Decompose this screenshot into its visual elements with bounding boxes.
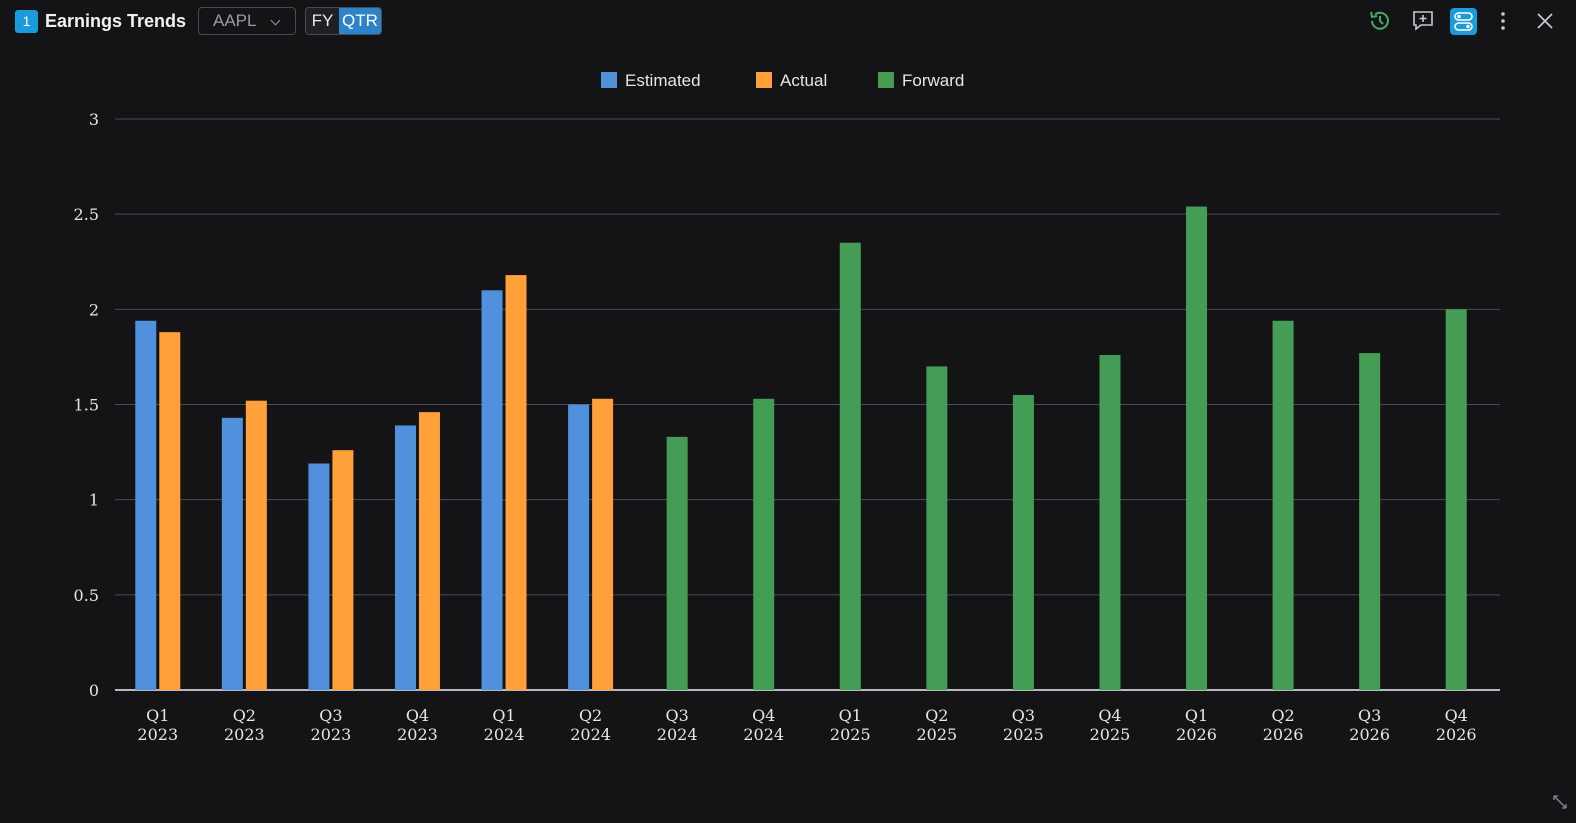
x-tick-label: Q4 2026: [1436, 706, 1477, 744]
resize-icon[interactable]: [1552, 794, 1568, 810]
bar-forward[interactable]: [666, 436, 688, 690]
bar-estimated[interactable]: [481, 290, 503, 690]
x-tick-label: Q4 2024: [743, 706, 784, 744]
ticker-value: AAPL: [213, 11, 257, 30]
bar-actual[interactable]: [418, 412, 440, 690]
x-tick-label: Q3 2024: [657, 706, 698, 744]
legend-swatch: [601, 72, 617, 88]
legend-item-actual[interactable]: Actual: [756, 71, 827, 90]
x-axis-ticks: Q1 2023 Q2 2023 Q3 2023 Q4 2023 Q1 2024 Q2 2024 Q3 20…: [137, 706, 1476, 744]
legend: Estimated Actual Forward: [601, 71, 964, 90]
panel-number-badge[interactable]: 1: [15, 10, 38, 33]
legend-swatch: [756, 72, 772, 88]
x-tick-label: Q2 2023: [224, 706, 265, 744]
x-tick-label: Q3 2025: [1003, 706, 1044, 744]
bar-actual[interactable]: [245, 400, 267, 690]
x-tick-label: Q2 2024: [570, 706, 611, 744]
bar-forward[interactable]: [926, 366, 948, 690]
legend-label: Forward: [902, 71, 964, 90]
bars: [135, 206, 1467, 691]
bar-forward[interactable]: [1359, 353, 1381, 690]
period-toggle[interactable]: FY QTR: [305, 7, 382, 35]
bar-estimated[interactable]: [394, 425, 416, 690]
y-tick-label: 3: [89, 110, 99, 129]
bar-forward[interactable]: [1186, 206, 1208, 690]
y-tick-label: 0: [89, 681, 99, 700]
y-tick-label: 0.5: [74, 586, 99, 605]
comment-add-icon[interactable]: [1410, 8, 1436, 34]
ticker-select[interactable]: AAPL: [198, 7, 296, 35]
y-tick-label: 1: [89, 491, 99, 510]
grid-lines: [115, 118, 1500, 691]
panel-header: 1 Earnings Trends AAPL FY QTR: [0, 0, 1576, 44]
bar-forward[interactable]: [753, 398, 775, 690]
x-tick-label: Q2 2025: [916, 706, 957, 744]
bar-estimated[interactable]: [308, 463, 330, 690]
legend-item-estimated[interactable]: Estimated: [601, 71, 701, 90]
x-tick-label: Q2 2026: [1263, 706, 1304, 744]
x-tick-label: Q4 2023: [397, 706, 438, 744]
bar-forward[interactable]: [1445, 309, 1467, 690]
chevron-down-icon: [270, 15, 281, 26]
legend-swatch: [878, 72, 894, 88]
bar-actual[interactable]: [332, 450, 354, 690]
history-icon[interactable]: [1367, 8, 1393, 34]
panel-title: Earnings Trends: [45, 11, 187, 31]
x-tick-label: Q1 2024: [484, 706, 525, 744]
bar-forward[interactable]: [1012, 394, 1034, 690]
x-tick-label: Q4 2025: [1090, 706, 1131, 744]
bar-forward[interactable]: [1099, 355, 1121, 690]
bar-forward[interactable]: [1272, 320, 1294, 690]
earnings-chart: 0 0.5 1 1.5 2 2.5 3 Q1 2023 Q2 2023 Q3 2023 Q4 2023 Q1…: [0, 44, 1576, 818]
bar-actual[interactable]: [159, 332, 181, 690]
x-tick-label: Q1 2026: [1176, 706, 1217, 744]
x-tick-label: Q3 2026: [1349, 706, 1390, 744]
bar-forward[interactable]: [839, 242, 861, 690]
bar-actual[interactable]: [505, 275, 527, 690]
x-tick-label: Q1 2023: [137, 706, 178, 744]
period-option-fy[interactable]: FY: [306, 8, 339, 34]
legend-item-forward[interactable]: Forward: [878, 71, 964, 90]
bar-estimated[interactable]: [568, 404, 590, 691]
x-tick-label: Q1 2025: [830, 706, 871, 744]
y-tick-label: 2.5: [74, 205, 99, 224]
y-tick-label: 2: [89, 300, 99, 319]
x-tick-label: Q3 2023: [311, 706, 352, 744]
legend-label: Actual: [780, 71, 827, 90]
legend-label: Estimated: [625, 71, 701, 90]
bar-actual[interactable]: [592, 398, 614, 690]
more-vertical-icon[interactable]: [1490, 8, 1516, 34]
bar-estimated[interactable]: [221, 417, 243, 690]
period-option-qtr[interactable]: QTR: [339, 8, 381, 34]
bar-estimated[interactable]: [135, 320, 157, 690]
toggle-settings-icon[interactable]: [1450, 8, 1477, 35]
close-icon[interactable]: [1532, 8, 1558, 34]
y-tick-label: 1.5: [74, 396, 99, 415]
y-axis-ticks: 0 0.5 1 1.5 2 2.5 3: [74, 110, 99, 700]
